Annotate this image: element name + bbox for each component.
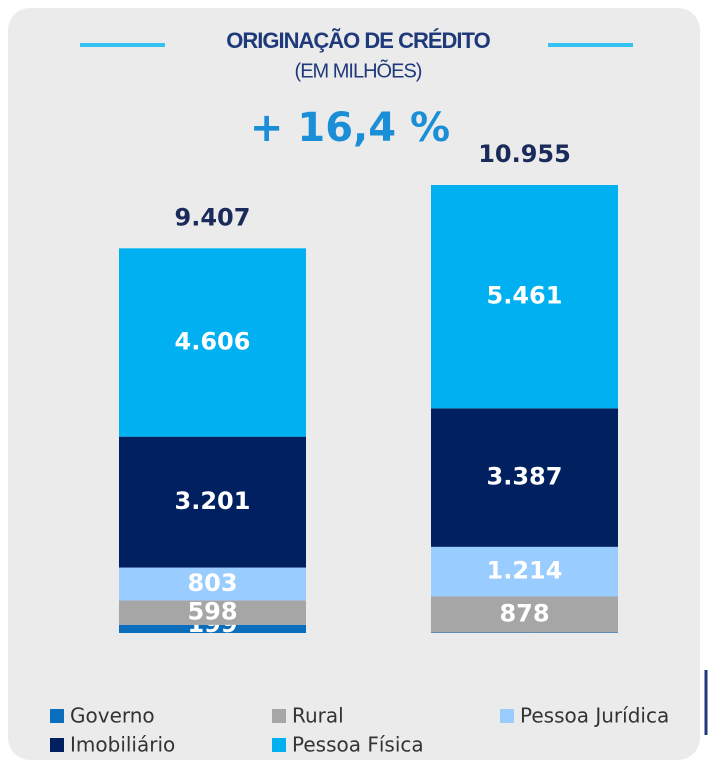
bar-segment [431, 632, 618, 633]
legend-label: Pessoa Jurídica [520, 704, 669, 728]
bar-segment [431, 185, 618, 409]
legend-swatch [500, 709, 514, 723]
legend-swatch [272, 738, 286, 752]
legend-label: Rural [292, 704, 344, 728]
bar-segment [119, 436, 306, 568]
legend-label: Pessoa Física [292, 733, 424, 757]
legend-swatch [50, 709, 64, 723]
legend-label: Governo [70, 704, 155, 728]
bar-segment [119, 624, 306, 633]
chart-title: ORIGINAÇÃO DE CRÉDITO [226, 28, 490, 53]
bar-segment [119, 567, 306, 601]
value-label: 598 [187, 598, 237, 626]
value-label: 878 [499, 599, 549, 627]
bar-segment [119, 600, 306, 625]
value-label: 3.387 [487, 463, 563, 491]
legend-swatch [50, 738, 64, 752]
bar-segment [431, 546, 618, 597]
bar-segment [431, 408, 618, 547]
bar-segment [119, 248, 306, 437]
annotation: + 16,4 % [250, 105, 450, 151]
bar-segment [431, 596, 618, 633]
value-label: 4.606 [175, 327, 251, 355]
value-label: 5.461 [487, 282, 563, 310]
value-label: 803 [187, 569, 237, 597]
value-label: 3.201 [175, 487, 251, 515]
value-label: 1.214 [487, 557, 563, 585]
total-label: 9.407 [175, 203, 251, 231]
legend-label: Imobiliário [70, 733, 175, 757]
chart-subtitle: (EM MILHÕES) [295, 58, 422, 82]
total-label: 10.955 [478, 140, 571, 168]
legend-swatch [272, 709, 286, 723]
